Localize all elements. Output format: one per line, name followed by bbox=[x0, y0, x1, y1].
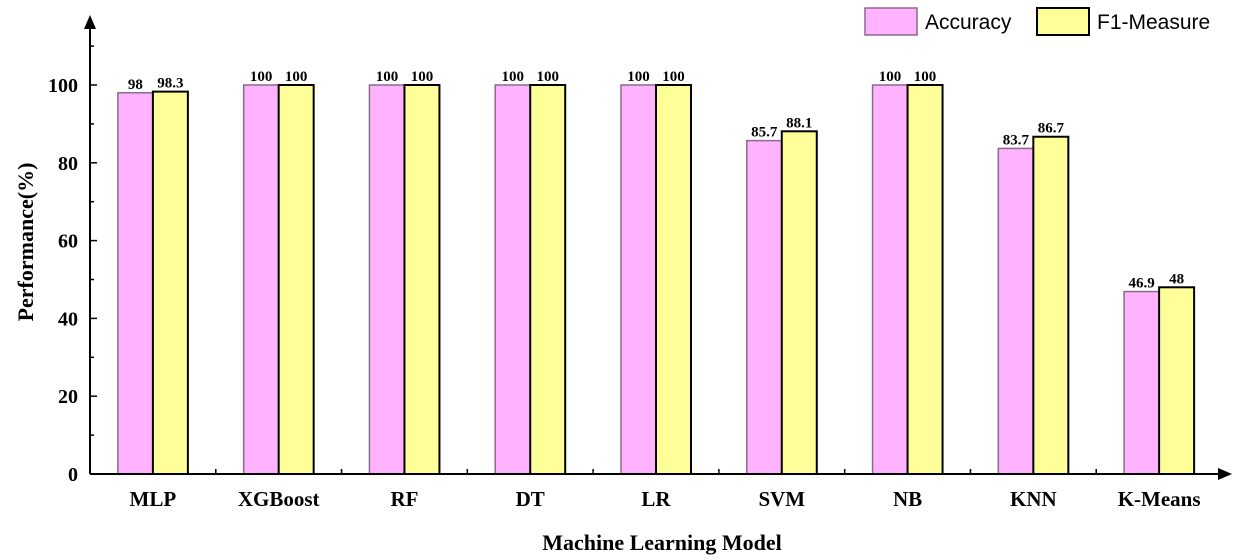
bar-f1-measure-nb bbox=[906, 84, 944, 475]
y-tick-label: 0 bbox=[68, 464, 78, 486]
y-axis-title: Performance(%) bbox=[13, 163, 38, 322]
data-label: 100 bbox=[285, 69, 308, 85]
x-tick-label: DT bbox=[516, 487, 545, 511]
x-tick-label: SVM bbox=[758, 487, 805, 511]
bar-f1-measure-mlp bbox=[151, 90, 189, 475]
x-tick-label: MLP bbox=[130, 487, 177, 511]
data-label: 100 bbox=[376, 69, 399, 85]
data-label: 85.7 bbox=[751, 125, 778, 141]
legend-swatch-f1-measure bbox=[1036, 7, 1090, 36]
bar-accuracy-k-means bbox=[1123, 290, 1160, 475]
bar-f1-measure-xgboost bbox=[277, 84, 315, 475]
x-tick-label: NB bbox=[893, 487, 922, 511]
legend-swatch-accuracy bbox=[864, 7, 918, 36]
x-tick-label: RF bbox=[390, 487, 418, 511]
y-tick-label: 80 bbox=[58, 153, 78, 175]
x-tick-label: LR bbox=[641, 487, 671, 511]
bar-f1-measure-knn bbox=[1032, 135, 1070, 475]
data-label: 100 bbox=[501, 69, 524, 85]
y-tick-label: 60 bbox=[58, 231, 78, 253]
data-label: 98.3 bbox=[157, 76, 183, 92]
bar-f1-measure-k-means bbox=[1158, 286, 1196, 475]
axes-layer: MLP XGBoost RF DT LR SVM NB KNN K-Means 0 20 40 60 80… bbox=[48, 15, 1232, 511]
data-label: 46.9 bbox=[1128, 276, 1154, 292]
data-label: 83.7 bbox=[1003, 132, 1030, 148]
y-axis-arrow bbox=[84, 15, 96, 29]
legend-label-accuracy: Accuracy bbox=[925, 11, 1012, 34]
bar-accuracy-rf bbox=[368, 84, 406, 475]
legend-label-f1-measure: F1-Measure bbox=[1097, 11, 1210, 34]
y-tick-label: 20 bbox=[58, 386, 78, 408]
data-label: 100 bbox=[536, 69, 559, 85]
x-axis-arrow bbox=[1218, 468, 1232, 480]
bar-accuracy-lr bbox=[620, 84, 657, 475]
data-label: 86.7 bbox=[1038, 121, 1065, 137]
bar-accuracy-nb bbox=[871, 84, 909, 475]
bar-f1-measure-svm bbox=[780, 130, 818, 476]
data-label: 100 bbox=[914, 69, 937, 85]
x-tick-label: K-Means bbox=[1118, 487, 1201, 511]
x-tick-label: XGBoost bbox=[238, 487, 320, 511]
data-label: 100 bbox=[250, 69, 273, 85]
bar-f1-measure-lr bbox=[655, 84, 692, 475]
data-label: 100 bbox=[879, 69, 902, 85]
y-tick-label: 100 bbox=[48, 75, 78, 97]
data-label: 88.1 bbox=[786, 115, 812, 131]
data-label: 100 bbox=[662, 69, 685, 85]
bar-f1-measure-rf bbox=[403, 84, 441, 475]
x-axis-title: Machine Learning Model bbox=[542, 530, 782, 555]
data-label: 100 bbox=[627, 69, 650, 85]
data-label: 100 bbox=[411, 69, 434, 85]
bars-layer bbox=[117, 84, 1196, 476]
data-labels-layer: 98 98.3 100 100 100 100 100 100 100 100 85.7 88.1 10… bbox=[128, 69, 1184, 292]
y-tick-label: 40 bbox=[58, 308, 78, 330]
bar-accuracy-xgboost bbox=[242, 84, 280, 475]
data-label: 48 bbox=[1169, 271, 1184, 287]
bar-accuracy-dt bbox=[494, 84, 531, 475]
bar-f1-measure-dt bbox=[529, 84, 567, 475]
data-label: 98 bbox=[128, 77, 143, 93]
bar-accuracy-knn bbox=[997, 147, 1035, 475]
legend: Accuracy F1-Measure bbox=[864, 7, 1210, 36]
bar-accuracy-svm bbox=[746, 139, 783, 475]
bar-accuracy-mlp bbox=[117, 92, 154, 475]
x-tick-label: KNN bbox=[1010, 487, 1057, 511]
